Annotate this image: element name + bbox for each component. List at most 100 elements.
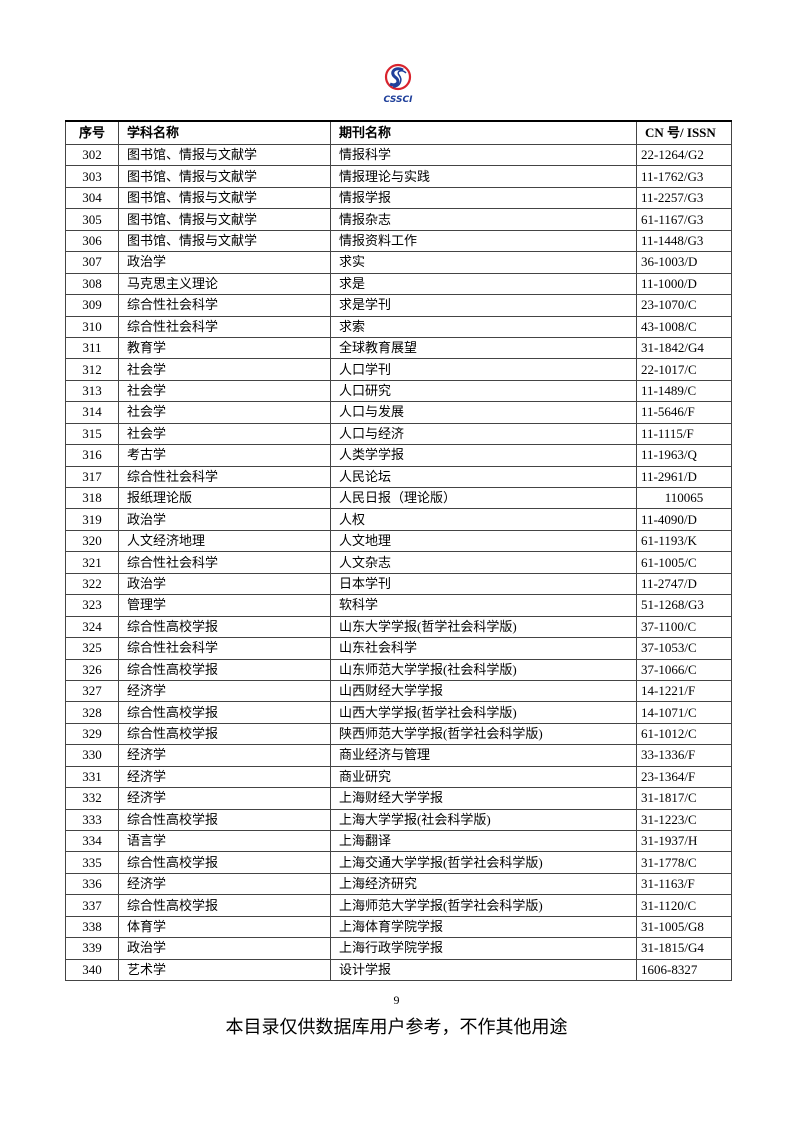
cell-cn-issn: 31-1937/H [636, 829, 732, 853]
cell-cn-issn: 11-5646/F [636, 401, 732, 424]
cell-subject: 政治学 [118, 251, 331, 274]
table-row: 332 经济学 上海财经大学学报 31-1817/C [65, 787, 732, 810]
cell-cn-issn: 22-1264/G2 [636, 143, 732, 167]
cell-cn-issn: 14-1071/C [636, 701, 732, 724]
cell-cn-issn: 37-1053/C [636, 637, 732, 660]
cell-index: 340 [65, 958, 119, 982]
cell-subject: 考古学 [118, 444, 331, 467]
table-row: 318 报纸理论版 人民日报（理论版） 110065 [65, 486, 732, 510]
cell-journal: 人民日报（理论版） [330, 486, 637, 510]
cell-index: 316 [65, 444, 119, 467]
cell-index: 303 [65, 165, 119, 188]
cell-subject: 综合性社会科学 [118, 315, 331, 338]
cell-index: 304 [65, 186, 119, 210]
cell-index: 332 [65, 787, 119, 810]
cell-index: 321 [65, 551, 119, 574]
table-row: 331 经济学 商业研究 23-1364/F [65, 765, 732, 789]
cell-journal: 情报资料工作 [330, 229, 637, 253]
table-row: 335 综合性高校学报 上海交通大学学报(哲学社会科学版) 31-1778/C [65, 851, 732, 874]
page-number: 9 [393, 993, 400, 1007]
cell-cn-issn: 31-1005/G8 [636, 915, 732, 939]
cell-cn-issn: 37-1066/C [636, 658, 732, 681]
cell-index: 328 [65, 701, 119, 724]
cell-journal: 人权 [330, 508, 637, 531]
cell-journal: 人口学刊 [330, 358, 637, 381]
cell-journal: 商业研究 [330, 765, 637, 789]
cell-index: 308 [65, 272, 119, 296]
cell-subject: 图书馆、情报与文献学 [118, 143, 331, 167]
cell-index: 325 [65, 637, 119, 660]
table-row: 334 语言学 上海翻译 31-1937/H [65, 829, 732, 853]
table-row: 302 图书馆、情报与文献学 情报科学 22-1264/G2 [65, 143, 732, 167]
cssci-logo: CSSCI [378, 60, 418, 105]
table-row: 316 考古学 人类学学报 11-1963/Q [65, 444, 732, 467]
cell-cn-issn: 11-2961/D [636, 465, 732, 489]
cell-subject: 艺术学 [118, 958, 331, 982]
cell-index: 334 [65, 829, 119, 853]
cell-cn-issn: 11-1448/G3 [636, 229, 732, 253]
cell-journal: 商业经济与管理 [330, 744, 637, 767]
cell-cn-issn: 110065 [636, 486, 732, 510]
table-row: 305 图书馆、情报与文献学 情报杂志 61-1167/G3 [65, 208, 732, 231]
cell-subject: 综合性高校学报 [118, 808, 331, 832]
cell-cn-issn: 11-4090/D [636, 508, 732, 531]
cell-index: 324 [65, 615, 119, 639]
cell-cn-issn: 31-1817/C [636, 787, 732, 810]
cell-journal: 上海体育学院学报 [330, 915, 637, 939]
cell-subject: 综合性高校学报 [118, 894, 331, 917]
cell-cn-issn: 61-1005/C [636, 551, 732, 574]
cell-subject: 综合性社会科学 [118, 465, 331, 489]
cell-index: 311 [65, 336, 119, 360]
table-row: 304 图书馆、情报与文献学 情报学报 11-2257/G3 [65, 186, 732, 210]
table-row: 322 政治学 日本学刊 11-2747/D [65, 572, 732, 596]
cell-subject: 社会学 [118, 401, 331, 424]
cell-index: 336 [65, 872, 119, 896]
cell-subject: 经济学 [118, 679, 331, 703]
cell-subject: 经济学 [118, 744, 331, 767]
cell-subject: 经济学 [118, 787, 331, 810]
cell-subject: 社会学 [118, 422, 331, 446]
cell-cn-issn: 11-1000/D [636, 272, 732, 296]
cell-journal: 人口与经济 [330, 422, 637, 446]
header-journal: 期刊名称 [330, 120, 637, 145]
cell-subject: 马克思主义理论 [118, 272, 331, 296]
cell-subject: 综合性社会科学 [118, 637, 331, 660]
footer-note: 本目录仅供数据库用户参考，不作其他用途 [225, 1017, 568, 1038]
cell-index: 333 [65, 808, 119, 832]
cell-index: 306 [65, 229, 119, 253]
cell-subject: 图书馆、情报与文献学 [118, 229, 331, 253]
cell-cn-issn: 51-1268/G3 [636, 594, 732, 617]
cell-subject: 综合性社会科学 [118, 294, 331, 317]
cell-index: 337 [65, 894, 119, 917]
cell-index: 309 [65, 294, 119, 317]
cell-cn-issn: 31-1163/F [636, 872, 732, 896]
cell-subject: 综合性高校学报 [118, 701, 331, 724]
cell-subject: 政治学 [118, 937, 331, 960]
cell-journal: 软科学 [330, 594, 637, 617]
cell-index: 313 [65, 379, 119, 403]
cell-journal: 设计学报 [330, 958, 637, 982]
cell-subject: 政治学 [118, 508, 331, 531]
cell-subject: 人文经济地理 [118, 529, 331, 553]
cell-journal: 人文杂志 [330, 551, 637, 574]
cell-cn-issn: 23-1364/F [636, 765, 732, 789]
cell-journal: 情报杂志 [330, 208, 637, 231]
cell-index: 330 [65, 744, 119, 767]
cell-index: 335 [65, 851, 119, 874]
cell-index: 326 [65, 658, 119, 681]
cell-index: 314 [65, 401, 119, 424]
table-row: 312 社会学 人口学刊 22-1017/C [65, 358, 732, 381]
table-row: 338 体育学 上海体育学院学报 31-1005/G8 [65, 915, 732, 939]
cell-subject: 管理学 [118, 594, 331, 617]
cell-subject: 综合性社会科学 [118, 551, 331, 574]
cell-index: 307 [65, 251, 119, 274]
cell-journal: 求索 [330, 315, 637, 338]
journal-table: 序号 学科名称 期刊名称 CN 号/ ISSN 302 图书馆、情报与文献学 情报科… [65, 120, 732, 982]
cell-cn-issn: 31-1778/C [636, 851, 732, 874]
cell-index: 331 [65, 765, 119, 789]
cell-subject: 图书馆、情报与文献学 [118, 186, 331, 210]
cell-index: 312 [65, 358, 119, 381]
cell-index: 315 [65, 422, 119, 446]
table-row: 319 政治学 人权 11-4090/D [65, 508, 732, 531]
table-row: 314 社会学 人口与发展 11-5646/F [65, 401, 732, 424]
